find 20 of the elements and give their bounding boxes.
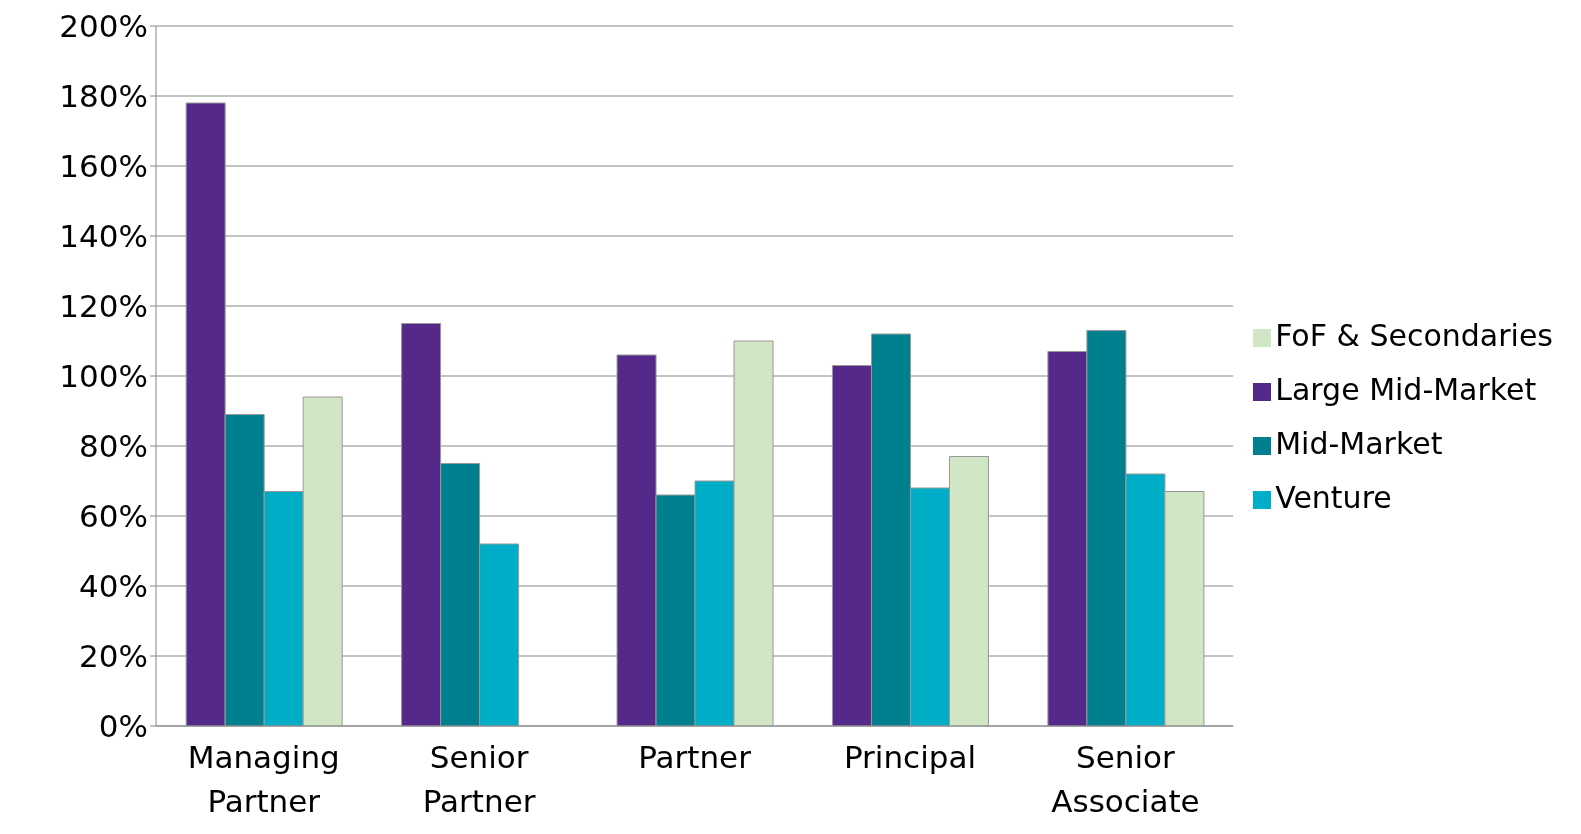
x-tick-label: Partner xyxy=(638,739,752,775)
y-tick-label: 40% xyxy=(79,568,148,605)
y-tick-label: 180% xyxy=(59,78,148,114)
y-tick-label: 60% xyxy=(79,498,148,535)
legend-label: Mid-Market xyxy=(1275,426,1443,461)
y-tick-label: 80% xyxy=(79,428,148,465)
legend-label: FoF & Secondaries xyxy=(1275,318,1553,353)
legend-label: Large Mid-Market xyxy=(1275,372,1537,407)
y-tick-label: 20% xyxy=(79,638,148,675)
x-tick-label: Principal xyxy=(843,739,977,775)
x-tick-label: Managing Partner xyxy=(187,739,340,819)
y-tick-label: 0% xyxy=(98,708,148,745)
x-tick-label: Senior Associate xyxy=(1051,739,1200,819)
y-tick-label: 120% xyxy=(59,288,148,325)
y-tick-label: 100% xyxy=(59,358,148,395)
x-tick-label: Senior Partner xyxy=(422,739,536,819)
legend-label: Venture xyxy=(1275,480,1392,515)
y-tick-label: 140% xyxy=(59,218,148,255)
y-tick-label: 160% xyxy=(59,148,148,185)
y-tick-label: 200% xyxy=(59,8,148,45)
